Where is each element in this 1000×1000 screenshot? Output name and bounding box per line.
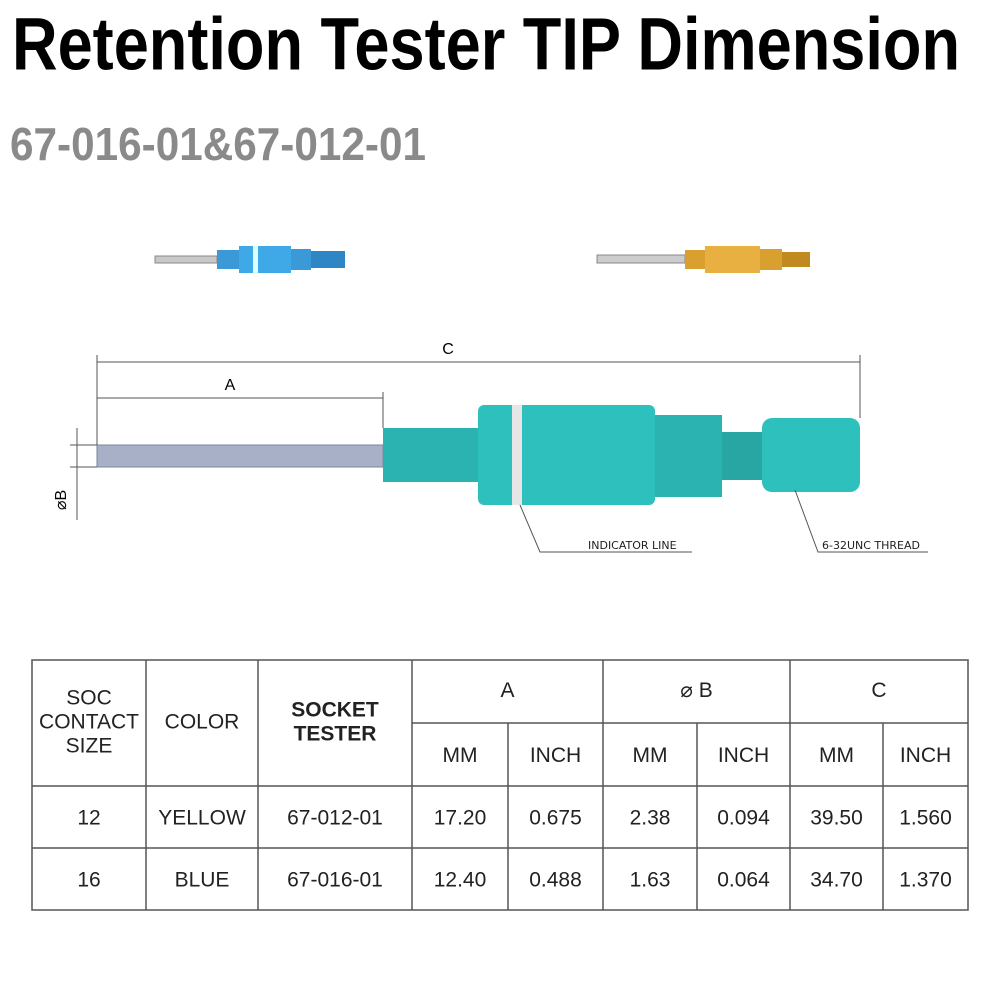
table-subheader: INCH	[718, 744, 769, 767]
table-cell: 12.40	[434, 869, 487, 892]
table-cell: 39.50	[810, 807, 863, 830]
table-header: ⌀ B	[680, 679, 712, 702]
table-subheader: INCH	[530, 744, 581, 767]
table-header: A	[500, 679, 514, 702]
table-header: SIZE	[66, 735, 113, 758]
table-cell: 1.560	[899, 807, 952, 830]
table-cell: 1.63	[630, 869, 671, 892]
table-cell: 0.675	[529, 807, 582, 830]
table-header: CONTACT	[39, 711, 139, 734]
table-border	[31, 659, 969, 911]
table-cell: 0.064	[717, 869, 770, 892]
gold-tester-photo	[596, 246, 810, 273]
dimensions	[70, 355, 928, 553]
table-cell: 2.38	[630, 807, 671, 830]
table-cell: 0.488	[529, 869, 582, 892]
table-header: COLOR	[165, 711, 240, 734]
table-header: SOCKET	[291, 699, 379, 722]
table-subheader: INCH	[900, 744, 951, 767]
table-cell: BLUE	[175, 869, 230, 892]
subtitle: 67-016-01&67-012-01	[10, 118, 426, 170]
dim-a-label: A	[225, 377, 236, 394]
table-cell: 12	[77, 807, 100, 830]
indicator-label: INDICATOR LINE	[588, 539, 677, 552]
tester-drawing	[96, 405, 860, 505]
table-cell: 67-016-01	[287, 869, 383, 892]
table-cell: YELLOW	[158, 807, 246, 830]
table-cell: 67-012-01	[287, 807, 383, 830]
table-header: TESTER	[294, 723, 377, 746]
table-cell: 16	[77, 869, 100, 892]
title: Retention Tester TIP Dimension	[12, 3, 960, 86]
dim-b-label: ⌀B	[53, 490, 70, 510]
blue-tester-photo	[154, 246, 345, 273]
thread-label: 6-32UNC THREAD	[822, 539, 920, 552]
table-cell: 0.094	[717, 807, 770, 830]
table-header: SOC	[66, 687, 112, 710]
table-cell: 17.20	[434, 807, 487, 830]
table-subheader: MM	[819, 744, 854, 767]
table-cell: 34.70	[810, 869, 863, 892]
table-subheader: MM	[633, 744, 668, 767]
table-subheader: MM	[443, 744, 478, 767]
table-header: C	[871, 679, 886, 702]
dim-c-label: C	[442, 341, 454, 358]
table-cell: 1.370	[899, 869, 952, 892]
